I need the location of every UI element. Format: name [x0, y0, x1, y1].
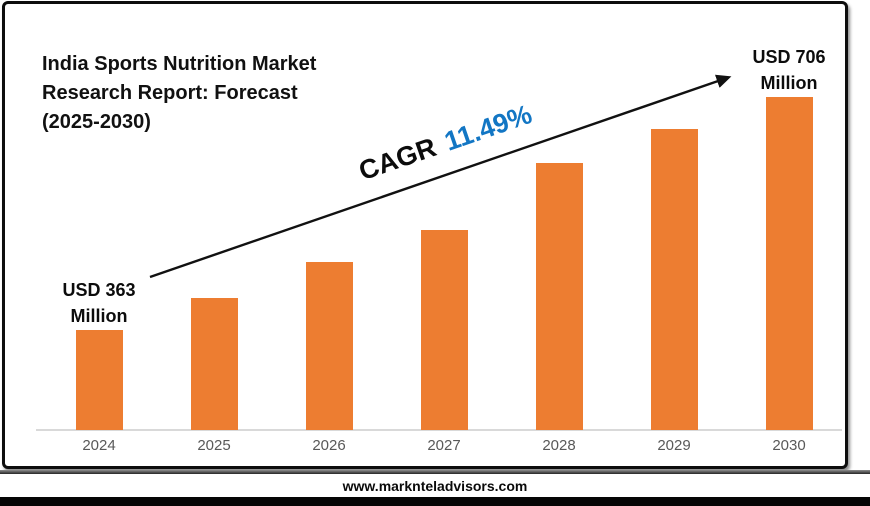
- bar-2025: [190, 298, 238, 430]
- bar-2027: [420, 230, 468, 430]
- value-label-line: USD 706: [752, 47, 826, 67]
- footer-bottom-bar: [0, 497, 870, 506]
- footer-band: www.marknteladvisors.com: [0, 470, 870, 506]
- x-axis-line: [36, 429, 842, 431]
- x-tick-2030: 2030: [772, 437, 806, 454]
- x-tick-2027: 2027: [427, 437, 461, 454]
- bar-2026: [305, 262, 353, 430]
- footer-url: www.marknteladvisors.com: [342, 478, 528, 494]
- x-tick-2026: 2026: [312, 437, 346, 454]
- value-label-line: Million: [760, 73, 818, 93]
- value-label-line: Million: [70, 306, 128, 326]
- bar-2024: [75, 330, 123, 430]
- x-tick-2024: 2024: [82, 437, 116, 454]
- chart-title-line-3: (2025-2030): [42, 111, 151, 133]
- x-tick-2029: 2029: [657, 437, 691, 454]
- bar-2030: [765, 97, 813, 430]
- x-tick-2028: 2028: [542, 437, 576, 454]
- value-label-line: USD 363: [62, 280, 136, 300]
- chart-title-line-1: India Sports Nutrition Market: [42, 53, 317, 75]
- footer-top-rule: [0, 470, 870, 474]
- x-tick-2025: 2025: [197, 437, 231, 454]
- value-label-2030: USD 706 Million: [719, 44, 859, 96]
- value-label-2024: USD 363 Million: [29, 277, 169, 329]
- bar-2028: [535, 163, 583, 430]
- bar-2029: [650, 129, 698, 430]
- chart-title-line-2: Research Report: Forecast: [42, 82, 298, 104]
- chart-title: India Sports Nutrition Market Research R…: [42, 50, 382, 137]
